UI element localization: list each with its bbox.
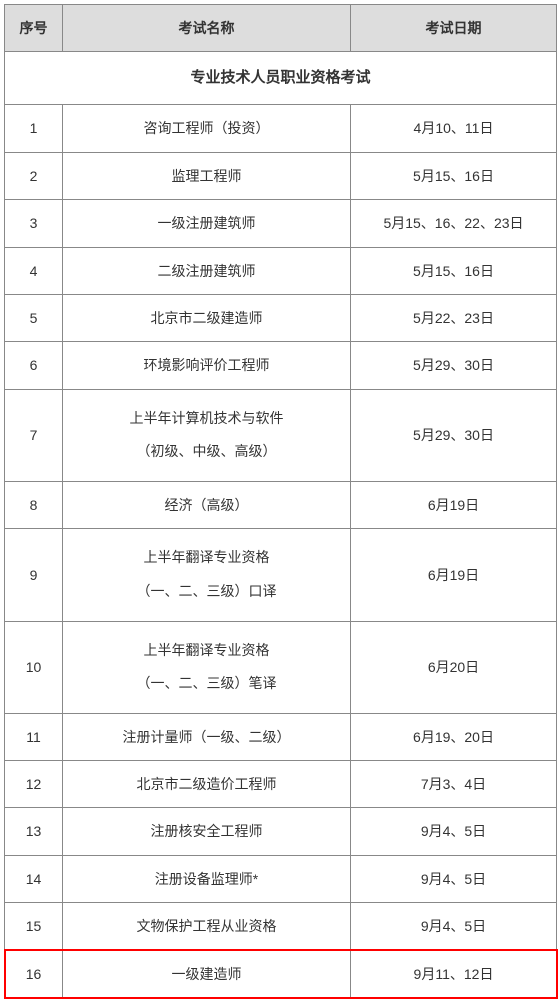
cell-date: 5月29、30日 bbox=[351, 389, 557, 481]
table-row: 8经济（高级）6月19日 bbox=[5, 481, 557, 528]
cell-date: 4月10、11日 bbox=[351, 105, 557, 152]
table-row: 9上半年翻译专业资格（一、二、三级）口译6月19日 bbox=[5, 529, 557, 621]
cell-index: 11 bbox=[5, 713, 63, 760]
cell-name: 监理工程师 bbox=[63, 152, 351, 199]
cell-name: 注册计量师（一级、二级） bbox=[63, 713, 351, 760]
table-row: 4二级注册建筑师5月15、16日 bbox=[5, 247, 557, 294]
cell-index: 9 bbox=[5, 529, 63, 621]
cell-name: 文物保护工程从业资格 bbox=[63, 903, 351, 950]
exam-schedule-table: 序号 考试名称 考试日期 专业技术人员职业资格考试 1咨询工程师（投资）4月10… bbox=[4, 4, 557, 998]
cell-index: 10 bbox=[5, 621, 63, 713]
cell-date: 5月29、30日 bbox=[351, 342, 557, 389]
cell-date: 7月3、4日 bbox=[351, 761, 557, 808]
cell-name: 环境影响评价工程师 bbox=[63, 342, 351, 389]
cell-index: 3 bbox=[5, 200, 63, 247]
table-row: 3一级注册建筑师5月15、16、22、23日 bbox=[5, 200, 557, 247]
cell-date: 9月4、5日 bbox=[351, 808, 557, 855]
cell-index: 14 bbox=[5, 855, 63, 902]
table-row: 16一级建造师9月11、12日 bbox=[5, 950, 557, 997]
cell-date: 6月19、20日 bbox=[351, 713, 557, 760]
cell-date: 9月11、12日 bbox=[351, 950, 557, 997]
cell-name: 一级注册建筑师 bbox=[63, 200, 351, 247]
table-row: 13注册核安全工程师9月4、5日 bbox=[5, 808, 557, 855]
cell-index: 5 bbox=[5, 294, 63, 341]
table-row: 15文物保护工程从业资格9月4、5日 bbox=[5, 903, 557, 950]
table-row: 5北京市二级建造师5月22、23日 bbox=[5, 294, 557, 341]
cell-name: 经济（高级） bbox=[63, 481, 351, 528]
cell-index: 7 bbox=[5, 389, 63, 481]
cell-index: 16 bbox=[5, 950, 63, 997]
cell-date: 9月4、5日 bbox=[351, 855, 557, 902]
header-date: 考试日期 bbox=[351, 5, 557, 52]
cell-index: 1 bbox=[5, 105, 63, 152]
cell-name: 二级注册建筑师 bbox=[63, 247, 351, 294]
cell-name: 注册设备监理师* bbox=[63, 855, 351, 902]
table-header-row: 序号 考试名称 考试日期 bbox=[5, 5, 557, 52]
header-index: 序号 bbox=[5, 5, 63, 52]
cell-date: 6月19日 bbox=[351, 481, 557, 528]
cell-date: 6月20日 bbox=[351, 621, 557, 713]
cell-date: 5月22、23日 bbox=[351, 294, 557, 341]
cell-name: 上半年计算机技术与软件（初级、中级、高级） bbox=[63, 389, 351, 481]
cell-name: 北京市二级建造师 bbox=[63, 294, 351, 341]
cell-name: 上半年翻译专业资格（一、二、三级）口译 bbox=[63, 529, 351, 621]
table-row: 1咨询工程师（投资）4月10、11日 bbox=[5, 105, 557, 152]
cell-name: 上半年翻译专业资格（一、二、三级）笔译 bbox=[63, 621, 351, 713]
cell-index: 13 bbox=[5, 808, 63, 855]
table-row: 7上半年计算机技术与软件（初级、中级、高级）5月29、30日 bbox=[5, 389, 557, 481]
table-row: 11注册计量师（一级、二级）6月19、20日 bbox=[5, 713, 557, 760]
table-row: 10上半年翻译专业资格（一、二、三级）笔译6月20日 bbox=[5, 621, 557, 713]
cell-date: 5月15、16、22、23日 bbox=[351, 200, 557, 247]
header-name: 考试名称 bbox=[63, 5, 351, 52]
cell-date: 6月19日 bbox=[351, 529, 557, 621]
cell-date: 5月15、16日 bbox=[351, 247, 557, 294]
cell-index: 8 bbox=[5, 481, 63, 528]
cell-name: 北京市二级造价工程师 bbox=[63, 761, 351, 808]
cell-name: 注册核安全工程师 bbox=[63, 808, 351, 855]
cell-index: 4 bbox=[5, 247, 63, 294]
cell-index: 12 bbox=[5, 761, 63, 808]
table-row: 14注册设备监理师*9月4、5日 bbox=[5, 855, 557, 902]
cell-date: 9月4、5日 bbox=[351, 903, 557, 950]
table-row: 12北京市二级造价工程师7月3、4日 bbox=[5, 761, 557, 808]
cell-name: 咨询工程师（投资） bbox=[63, 105, 351, 152]
cell-date: 5月15、16日 bbox=[351, 152, 557, 199]
section-title: 专业技术人员职业资格考试 bbox=[5, 52, 557, 105]
table-row: 2监理工程师5月15、16日 bbox=[5, 152, 557, 199]
cell-index: 2 bbox=[5, 152, 63, 199]
cell-index: 15 bbox=[5, 903, 63, 950]
cell-name: 一级建造师 bbox=[63, 950, 351, 997]
section-header-row: 专业技术人员职业资格考试 bbox=[5, 52, 557, 105]
cell-index: 6 bbox=[5, 342, 63, 389]
table-row: 6环境影响评价工程师5月29、30日 bbox=[5, 342, 557, 389]
